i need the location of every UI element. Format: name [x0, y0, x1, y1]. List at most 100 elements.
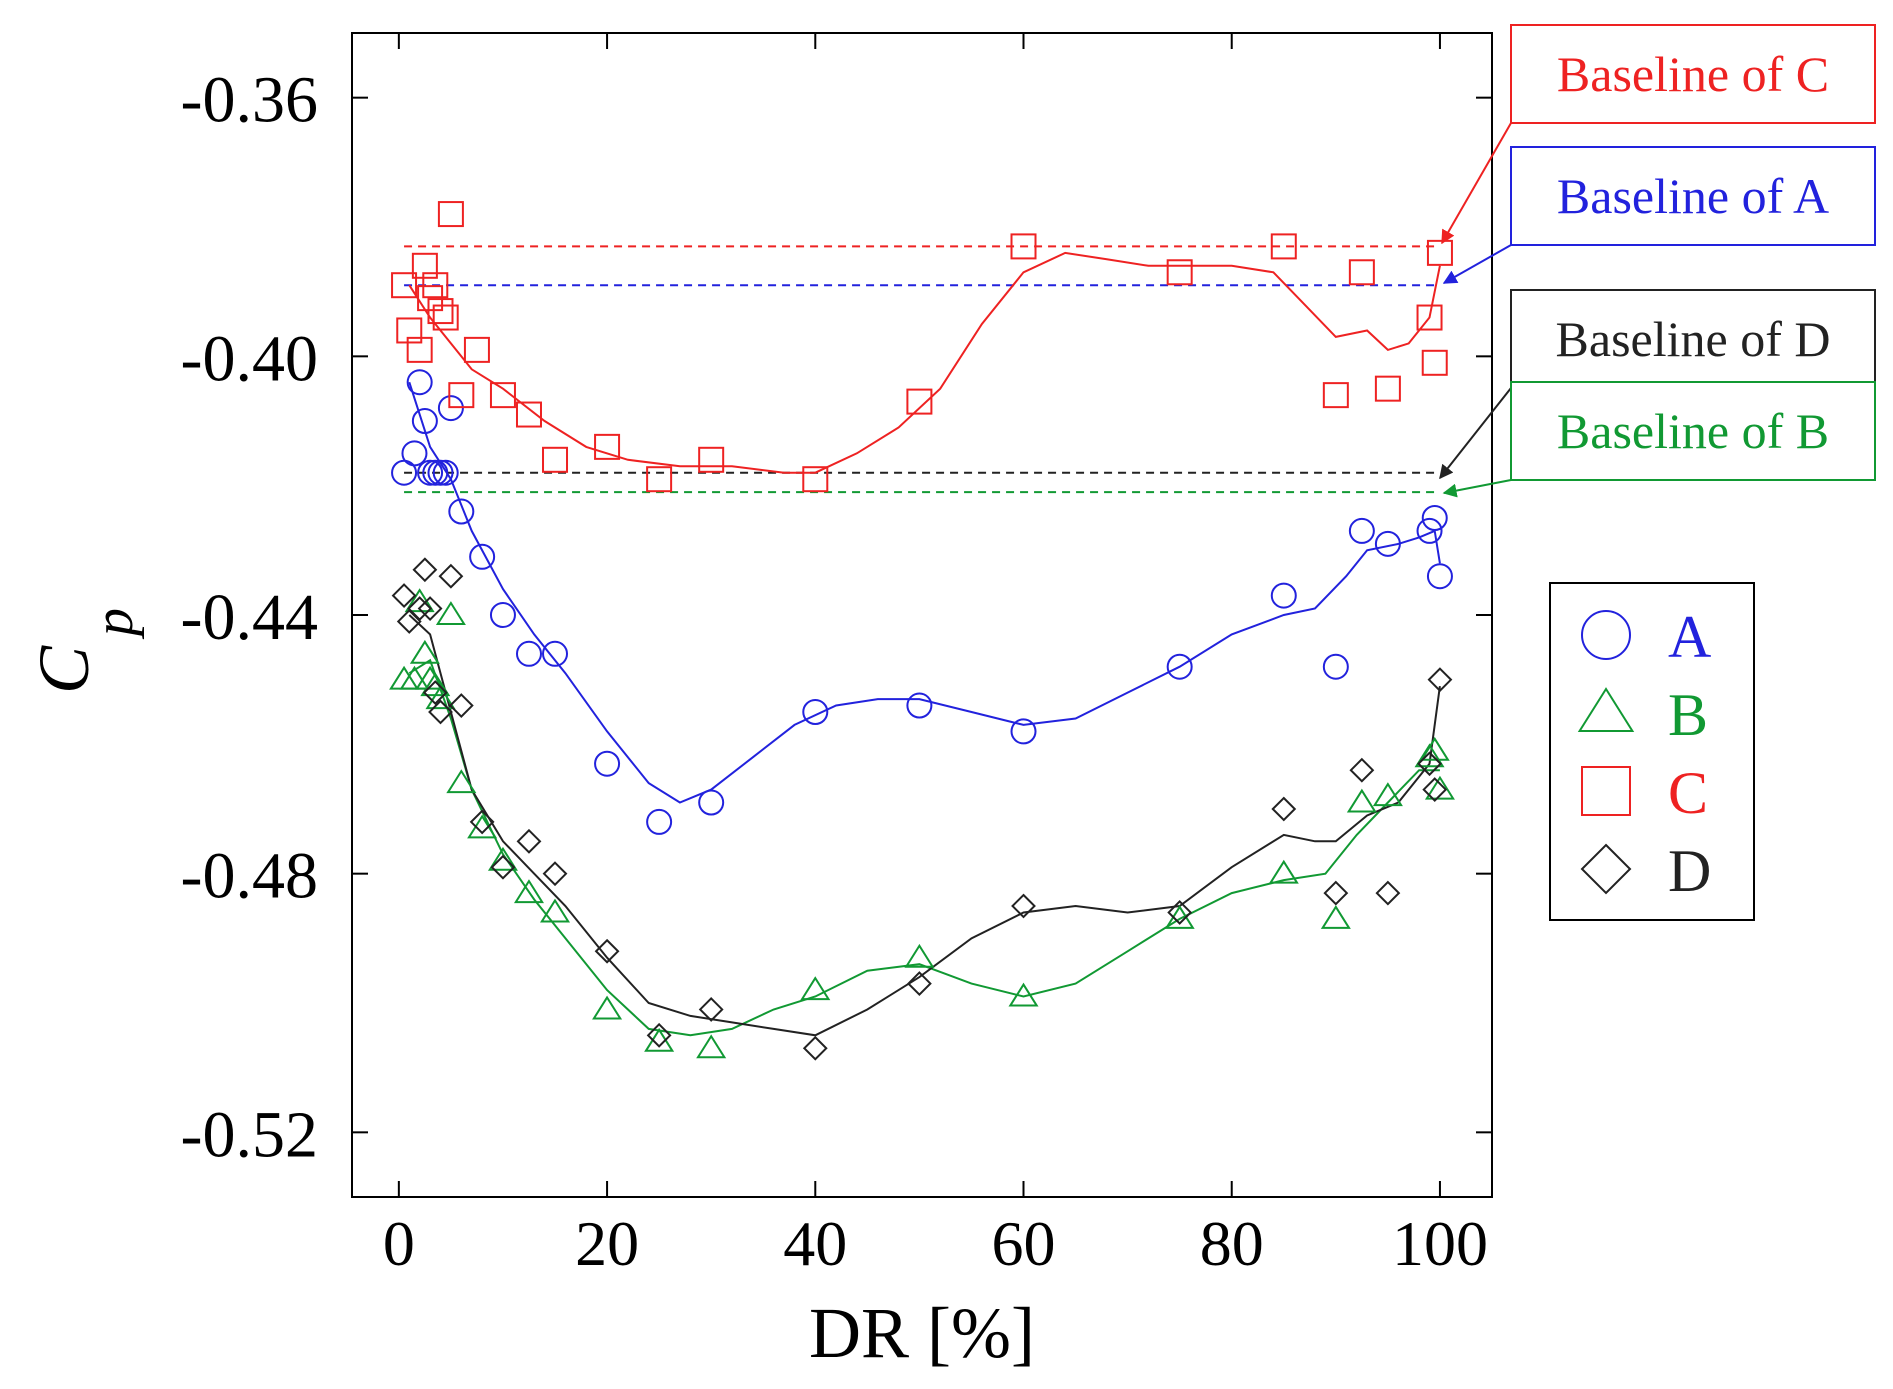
point-D [1422, 777, 1448, 803]
point-B [1419, 736, 1450, 761]
point-A [542, 640, 569, 667]
point-D [594, 938, 620, 964]
point-A [489, 602, 516, 628]
legend-label-A: A [1668, 604, 1711, 670]
point-C [1270, 233, 1297, 260]
point-A [469, 543, 496, 570]
baseline-lines [404, 245, 1440, 494]
point-D [516, 828, 542, 854]
point-C [427, 298, 454, 325]
point-D [1375, 880, 1401, 906]
point-A [1426, 563, 1453, 590]
point-A [1322, 653, 1349, 680]
y-tick-label: -0.48 [181, 840, 318, 913]
baseline-callout-box [1510, 289, 1876, 389]
point-D [407, 596, 433, 621]
point-C [1374, 375, 1401, 402]
point-D [490, 854, 516, 880]
x-tick-label: 20 [575, 1208, 639, 1279]
point-D [1271, 796, 1297, 822]
point-B [1346, 788, 1377, 813]
point-C [802, 466, 829, 493]
point-C [1426, 239, 1453, 266]
x-axis-label: DR [%] [809, 1293, 1035, 1373]
point-A [1166, 653, 1193, 680]
point-D [417, 596, 443, 621]
legend-marker-C [1581, 766, 1631, 816]
point-B [399, 665, 430, 690]
point-B [446, 769, 477, 794]
point-C [391, 272, 418, 299]
point-A [1010, 718, 1037, 745]
trend-C [408, 251, 1441, 474]
point-A [422, 459, 449, 486]
point-B [425, 685, 456, 710]
y-tick-label: -0.52 [181, 1098, 318, 1171]
point-B [513, 879, 544, 904]
baseline-arrow [1442, 244, 1512, 284]
point-B [1424, 775, 1455, 800]
point-A [427, 459, 454, 486]
trend-D [408, 614, 1441, 1037]
axis-ticks [352, 33, 1492, 1197]
point-C [1166, 259, 1193, 286]
point-A [406, 369, 433, 396]
y-axis-label-sub: p [83, 608, 145, 640]
point-B [540, 898, 571, 923]
point-A [417, 459, 444, 486]
baseline-callout-box [1510, 381, 1876, 481]
point-C [463, 336, 490, 363]
point-B [904, 943, 935, 968]
point-D [448, 693, 474, 718]
point-C [437, 201, 464, 228]
point-D [906, 971, 932, 997]
point-A [698, 789, 725, 816]
point-A [1416, 517, 1443, 544]
point-A [448, 498, 475, 525]
point-C [698, 446, 725, 473]
y-axis-label: C p [24, 608, 145, 694]
point-B [800, 976, 831, 1001]
point-C [396, 317, 423, 344]
baseline-callout-box [1510, 146, 1876, 246]
baseline-arrow [1441, 122, 1512, 245]
x-tick-label: 80 [1200, 1208, 1264, 1279]
point-B [409, 639, 440, 664]
point-C [1421, 349, 1448, 376]
point-C [1010, 233, 1037, 260]
point-B [1372, 782, 1403, 807]
point-D [428, 699, 453, 725]
point-D [422, 680, 448, 706]
point-C [906, 388, 933, 415]
point-C [1322, 382, 1349, 409]
baseline-callouts: Baseline of C Baseline of A Baseline of D B… [1439, 24, 1876, 498]
point-C [422, 272, 449, 299]
data-markers [389, 201, 1455, 1061]
point-D [802, 1035, 828, 1061]
point-A [594, 750, 621, 777]
point-B [435, 601, 466, 625]
point-A [1421, 505, 1448, 531]
baseline-arrow [1442, 479, 1512, 498]
point-D [646, 1022, 672, 1048]
point-D [1167, 900, 1193, 925]
y-tick-label: -0.36 [181, 64, 318, 137]
baseline-callout-label: Baseline of A [1557, 168, 1829, 224]
baseline-arrow [1439, 387, 1512, 480]
point-C [646, 466, 673, 493]
point-D [1417, 751, 1442, 777]
baseline-callout-label: Baseline of B [1557, 403, 1829, 459]
point-D [1011, 893, 1036, 919]
legend-marker-B [1577, 687, 1635, 732]
point-A [802, 699, 829, 725]
point-D [1427, 667, 1453, 693]
baseline-callout-box [1510, 24, 1876, 124]
y-tick-label: -0.40 [181, 322, 318, 395]
point-C [406, 336, 433, 363]
point-C [489, 382, 516, 409]
point-A [1348, 517, 1375, 544]
legend-label-D: D [1668, 838, 1711, 904]
point-C [411, 252, 438, 279]
